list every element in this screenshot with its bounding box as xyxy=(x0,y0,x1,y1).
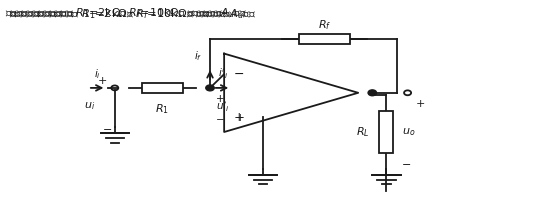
Text: $R_f$: $R_f$ xyxy=(318,18,332,32)
Text: +: + xyxy=(234,111,245,124)
Text: −: − xyxy=(215,115,225,125)
Text: $u_o$: $u_o$ xyxy=(402,126,415,138)
Text: −: − xyxy=(234,68,245,81)
Text: +: + xyxy=(215,94,224,104)
Text: +: + xyxy=(416,99,426,109)
Text: −: − xyxy=(402,160,411,170)
Circle shape xyxy=(206,85,214,91)
Text: −: − xyxy=(103,124,112,135)
Text: +: + xyxy=(97,76,107,86)
Text: $i_f$: $i_f$ xyxy=(194,50,202,63)
Text: +: + xyxy=(236,113,245,123)
Text: $i'_i$: $i'_i$ xyxy=(218,67,228,81)
Text: 如下图所示反相放大器，若 $R_1$=2kΩ， $R_f$=10kΩ， 则其电压增益$A_u$为：: 如下图所示反相放大器，若 $R_1$=2kΩ， $R_f$=10kΩ， 则其电压… xyxy=(9,7,256,21)
Text: $u_i$: $u_i$ xyxy=(84,101,96,112)
Bar xyxy=(299,34,350,44)
Bar xyxy=(380,111,394,153)
Bar xyxy=(142,83,183,93)
Text: $u'_i$: $u'_i$ xyxy=(215,100,229,114)
Text: $R_L$: $R_L$ xyxy=(356,125,369,139)
Circle shape xyxy=(368,90,376,96)
Text: $i_i$: $i_i$ xyxy=(94,67,102,81)
Text: 如下图所示反相放大器，若 $R_1$=2kΩ， $R_f$=10kΩ， 则其电压增益$A_u$为：: 如下图所示反相放大器，若 $R_1$=2kΩ， $R_f$=10kΩ， 则其电压… xyxy=(5,6,247,20)
Text: $R_1$: $R_1$ xyxy=(156,103,170,116)
